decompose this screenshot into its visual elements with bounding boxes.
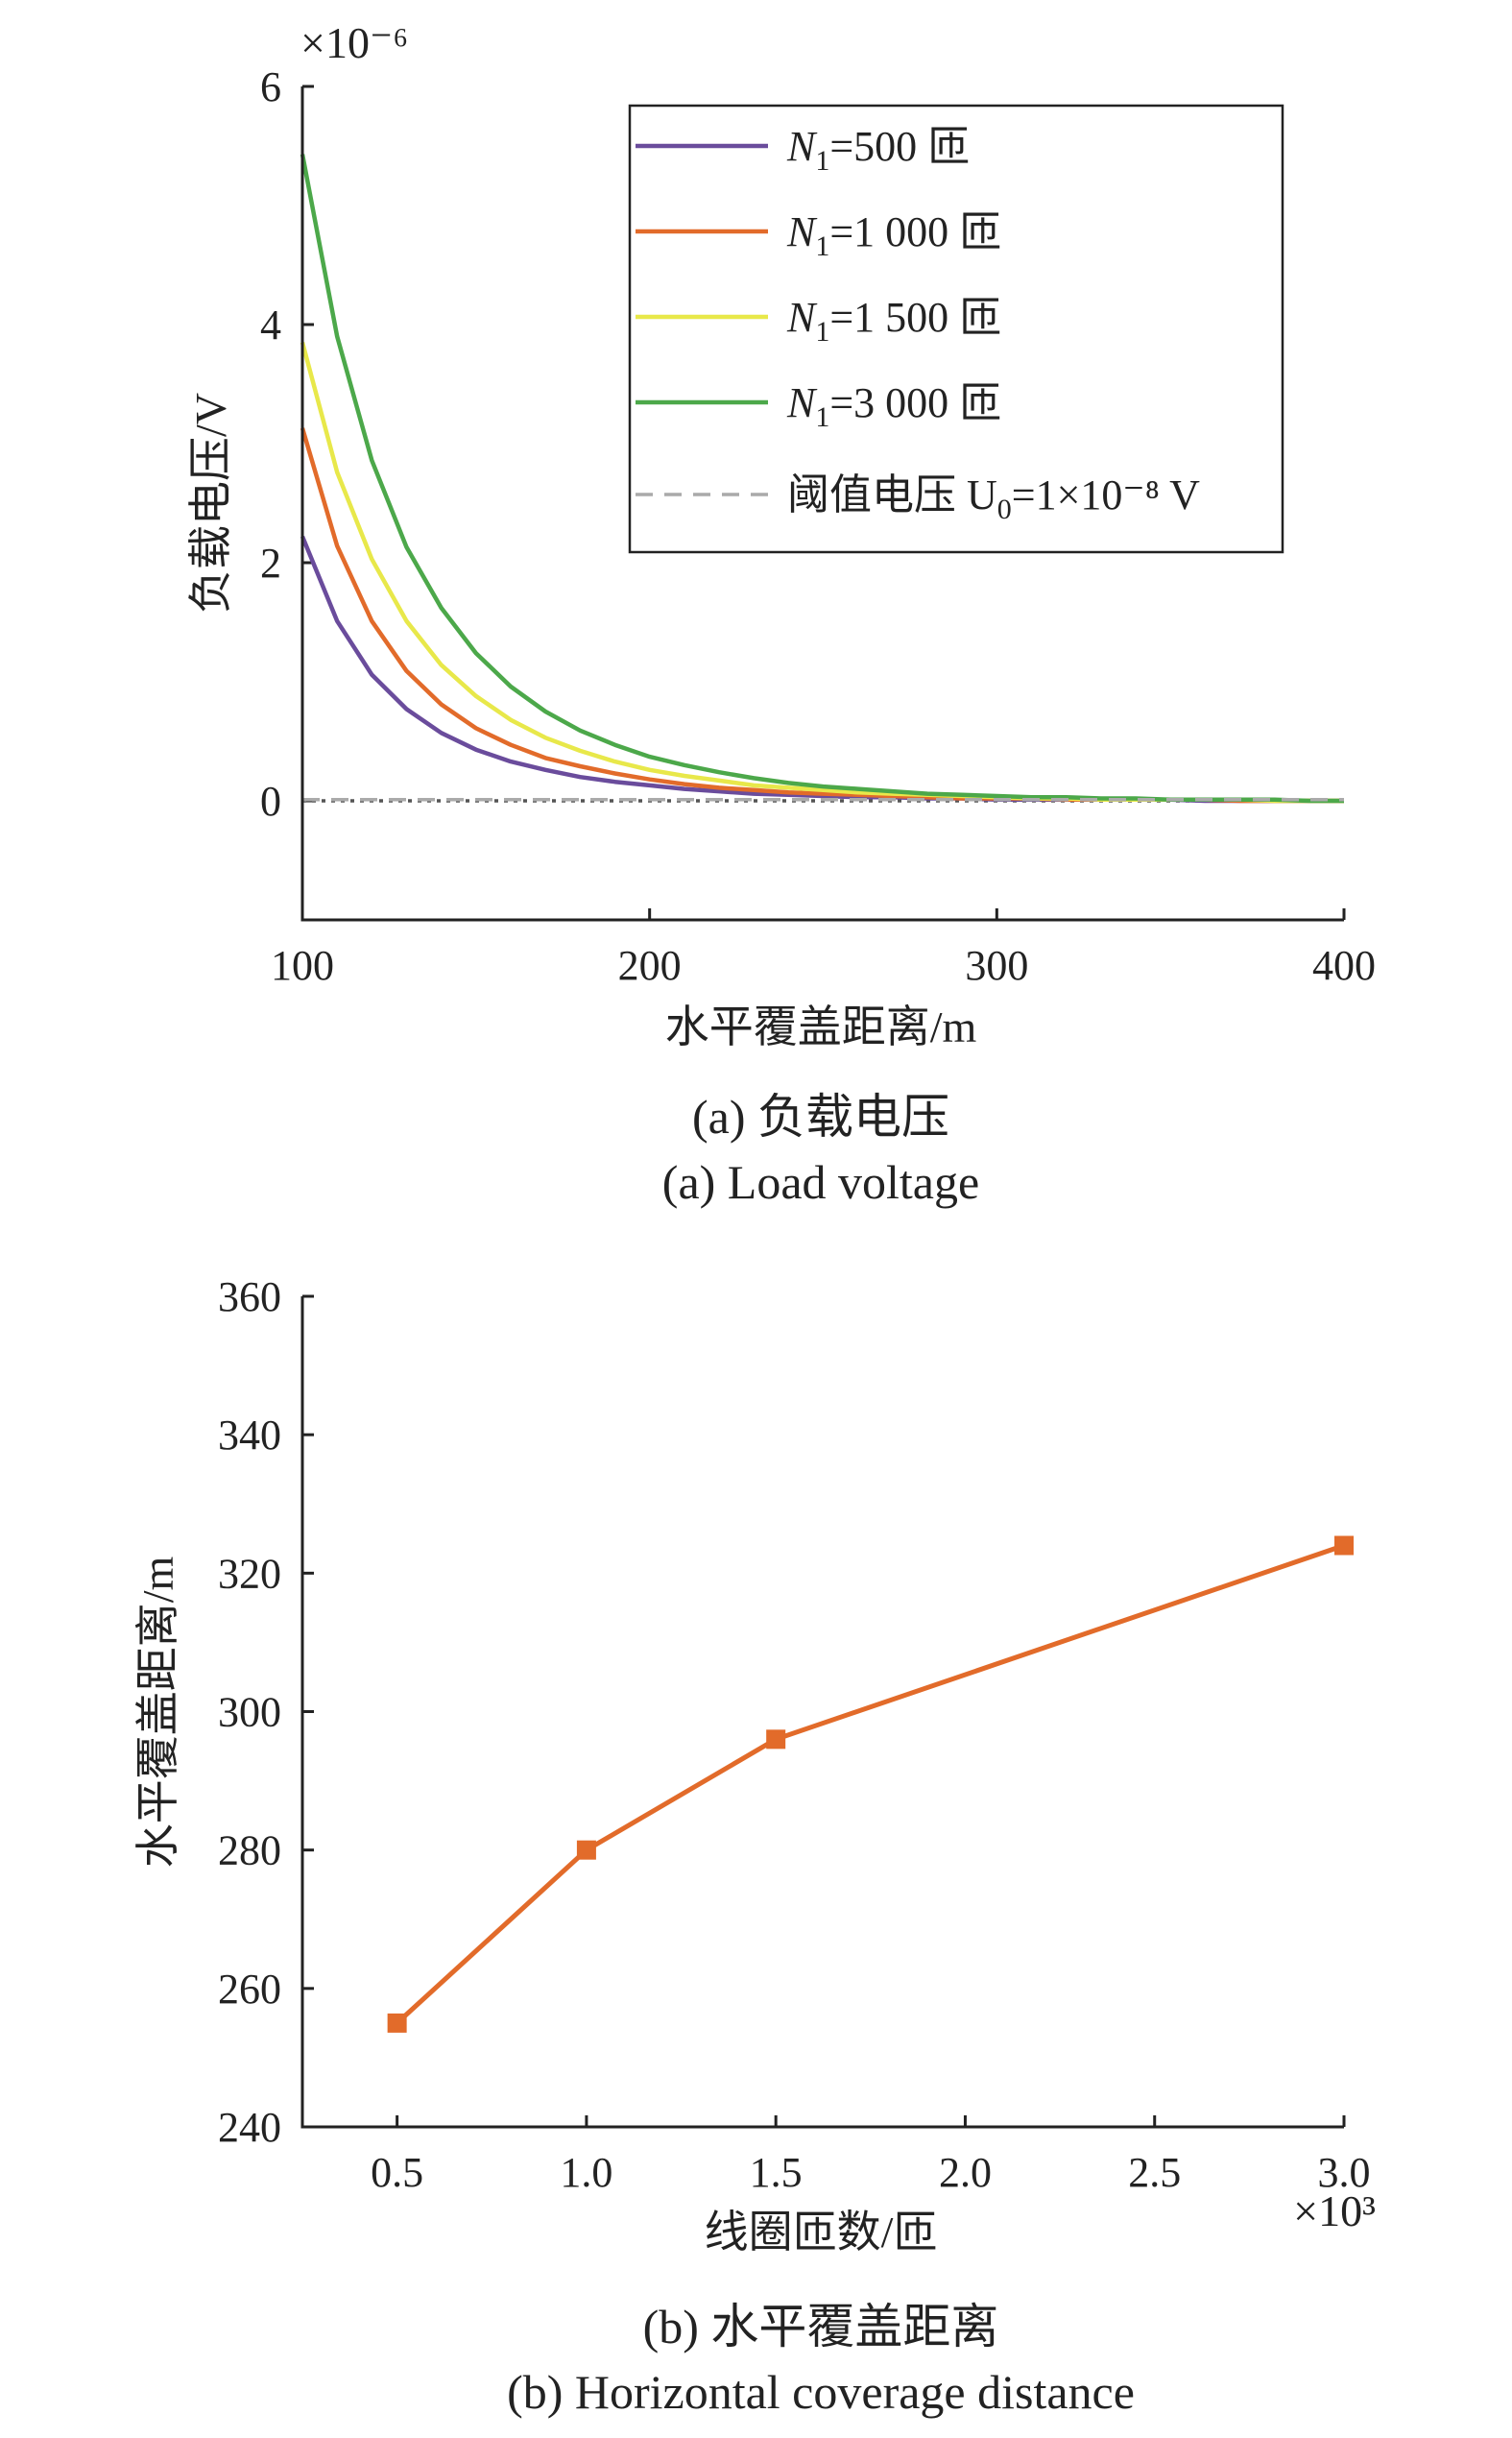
chart-b-x-tick-label: 1.5 bbox=[750, 2149, 803, 2196]
chart-a-y-label: 负载电压/V bbox=[186, 393, 235, 614]
chart-a-x-tick-label: 400 bbox=[1312, 942, 1376, 989]
chart-b-point-marker bbox=[1334, 1535, 1354, 1556]
chart-b-x-multiplier: ×10³ bbox=[1293, 2186, 1376, 2235]
chart-a-x-tick-label: 100 bbox=[271, 942, 334, 989]
chart-b-y-tick-label: 360 bbox=[218, 1273, 281, 1320]
chart-b-y-label: 水平覆盖距离/m bbox=[133, 1557, 182, 1869]
chart-b-y-tick-label: 320 bbox=[218, 1550, 281, 1597]
legend-label-3: N1=3 000 匝 bbox=[786, 379, 1001, 433]
chart-b-y-tick-label: 240 bbox=[218, 2104, 281, 2151]
chart-b-point-marker bbox=[387, 2013, 407, 2033]
chart-b-x-tick-label: 1.0 bbox=[560, 2149, 612, 2196]
chart-b-y-tick-label: 340 bbox=[218, 1412, 281, 1459]
chart-a-caption-en: (a) Load voltage bbox=[662, 1155, 979, 1209]
chart-a-y-tick-label: 2 bbox=[260, 540, 281, 587]
chart-a-x-tick-label: 200 bbox=[618, 942, 682, 989]
chart-a-legend: N1=500 匝 N1=1 000 匝 N1=1 500 匝 N1=3 000 匝阈值… bbox=[628, 104, 1284, 554]
chart-b-y-tick-label: 260 bbox=[218, 1966, 281, 2013]
chart-b-x-label: 线圈匝数/匝 bbox=[705, 2208, 938, 2257]
chart-b-caption-en: (b) Horizontal coverage distance bbox=[507, 2365, 1135, 2419]
chart-a-series-line-0 bbox=[300, 535, 1344, 804]
chart-a-y-multiplier: ×10⁻⁶ bbox=[300, 18, 408, 67]
chart-b-caption-cn: (b) 水平覆盖距离 bbox=[643, 2300, 999, 2354]
chart-b-coverage-distance: 0.5 1.0 1.5 2.0 2.5 3.0240260280300320340360 … bbox=[133, 1273, 1376, 2419]
chart-a-caption-cn: (a) 负载电压 bbox=[692, 1090, 949, 1144]
chart-a-axes bbox=[300, 86, 1344, 922]
chart-b-point-marker bbox=[766, 1729, 786, 1750]
chart-b-axes bbox=[300, 1296, 1344, 2129]
legend-box bbox=[628, 104, 1284, 554]
chart-b-x-tick-label: 0.5 bbox=[371, 2149, 423, 2196]
legend-label-1: N1=1 000 匝 bbox=[786, 208, 1001, 262]
chart-a-y-tick-label: 6 bbox=[260, 63, 281, 110]
chart-a-x-label: 水平覆盖距离/m bbox=[665, 1002, 977, 1051]
chart-a-y-tick-label: 0 bbox=[260, 778, 281, 825]
legend-label-4: 阈值电压 U0=1×10⁻⁸ V bbox=[787, 471, 1200, 525]
chart-a-y-tick-label: 4 bbox=[260, 302, 281, 349]
chart-b-x-tick-label: 3.0 bbox=[1318, 2149, 1371, 2196]
chart-b-series-line-0 bbox=[395, 1543, 1345, 2025]
chart-b-x-tick-label: 2.5 bbox=[1128, 2149, 1181, 2196]
chart-b-x-tick-label: 2.0 bbox=[939, 2149, 992, 2196]
chart-b-point-marker bbox=[576, 1840, 596, 1860]
legend-label-0: N1=500 匝 bbox=[786, 123, 970, 177]
chart-a-load-voltage: 100 200 300 400 0 2 4 6 ×10⁻⁶ 水平覆盖距离/m 负载电压/V N… bbox=[186, 18, 1376, 1209]
chart-a-x-tick-label: 300 bbox=[965, 942, 1028, 989]
chart-b-y-tick-label: 300 bbox=[218, 1689, 281, 1736]
legend-label-2: N1=1 500 匝 bbox=[786, 294, 1001, 348]
chart-b-y-tick-label: 280 bbox=[218, 1827, 281, 1874]
